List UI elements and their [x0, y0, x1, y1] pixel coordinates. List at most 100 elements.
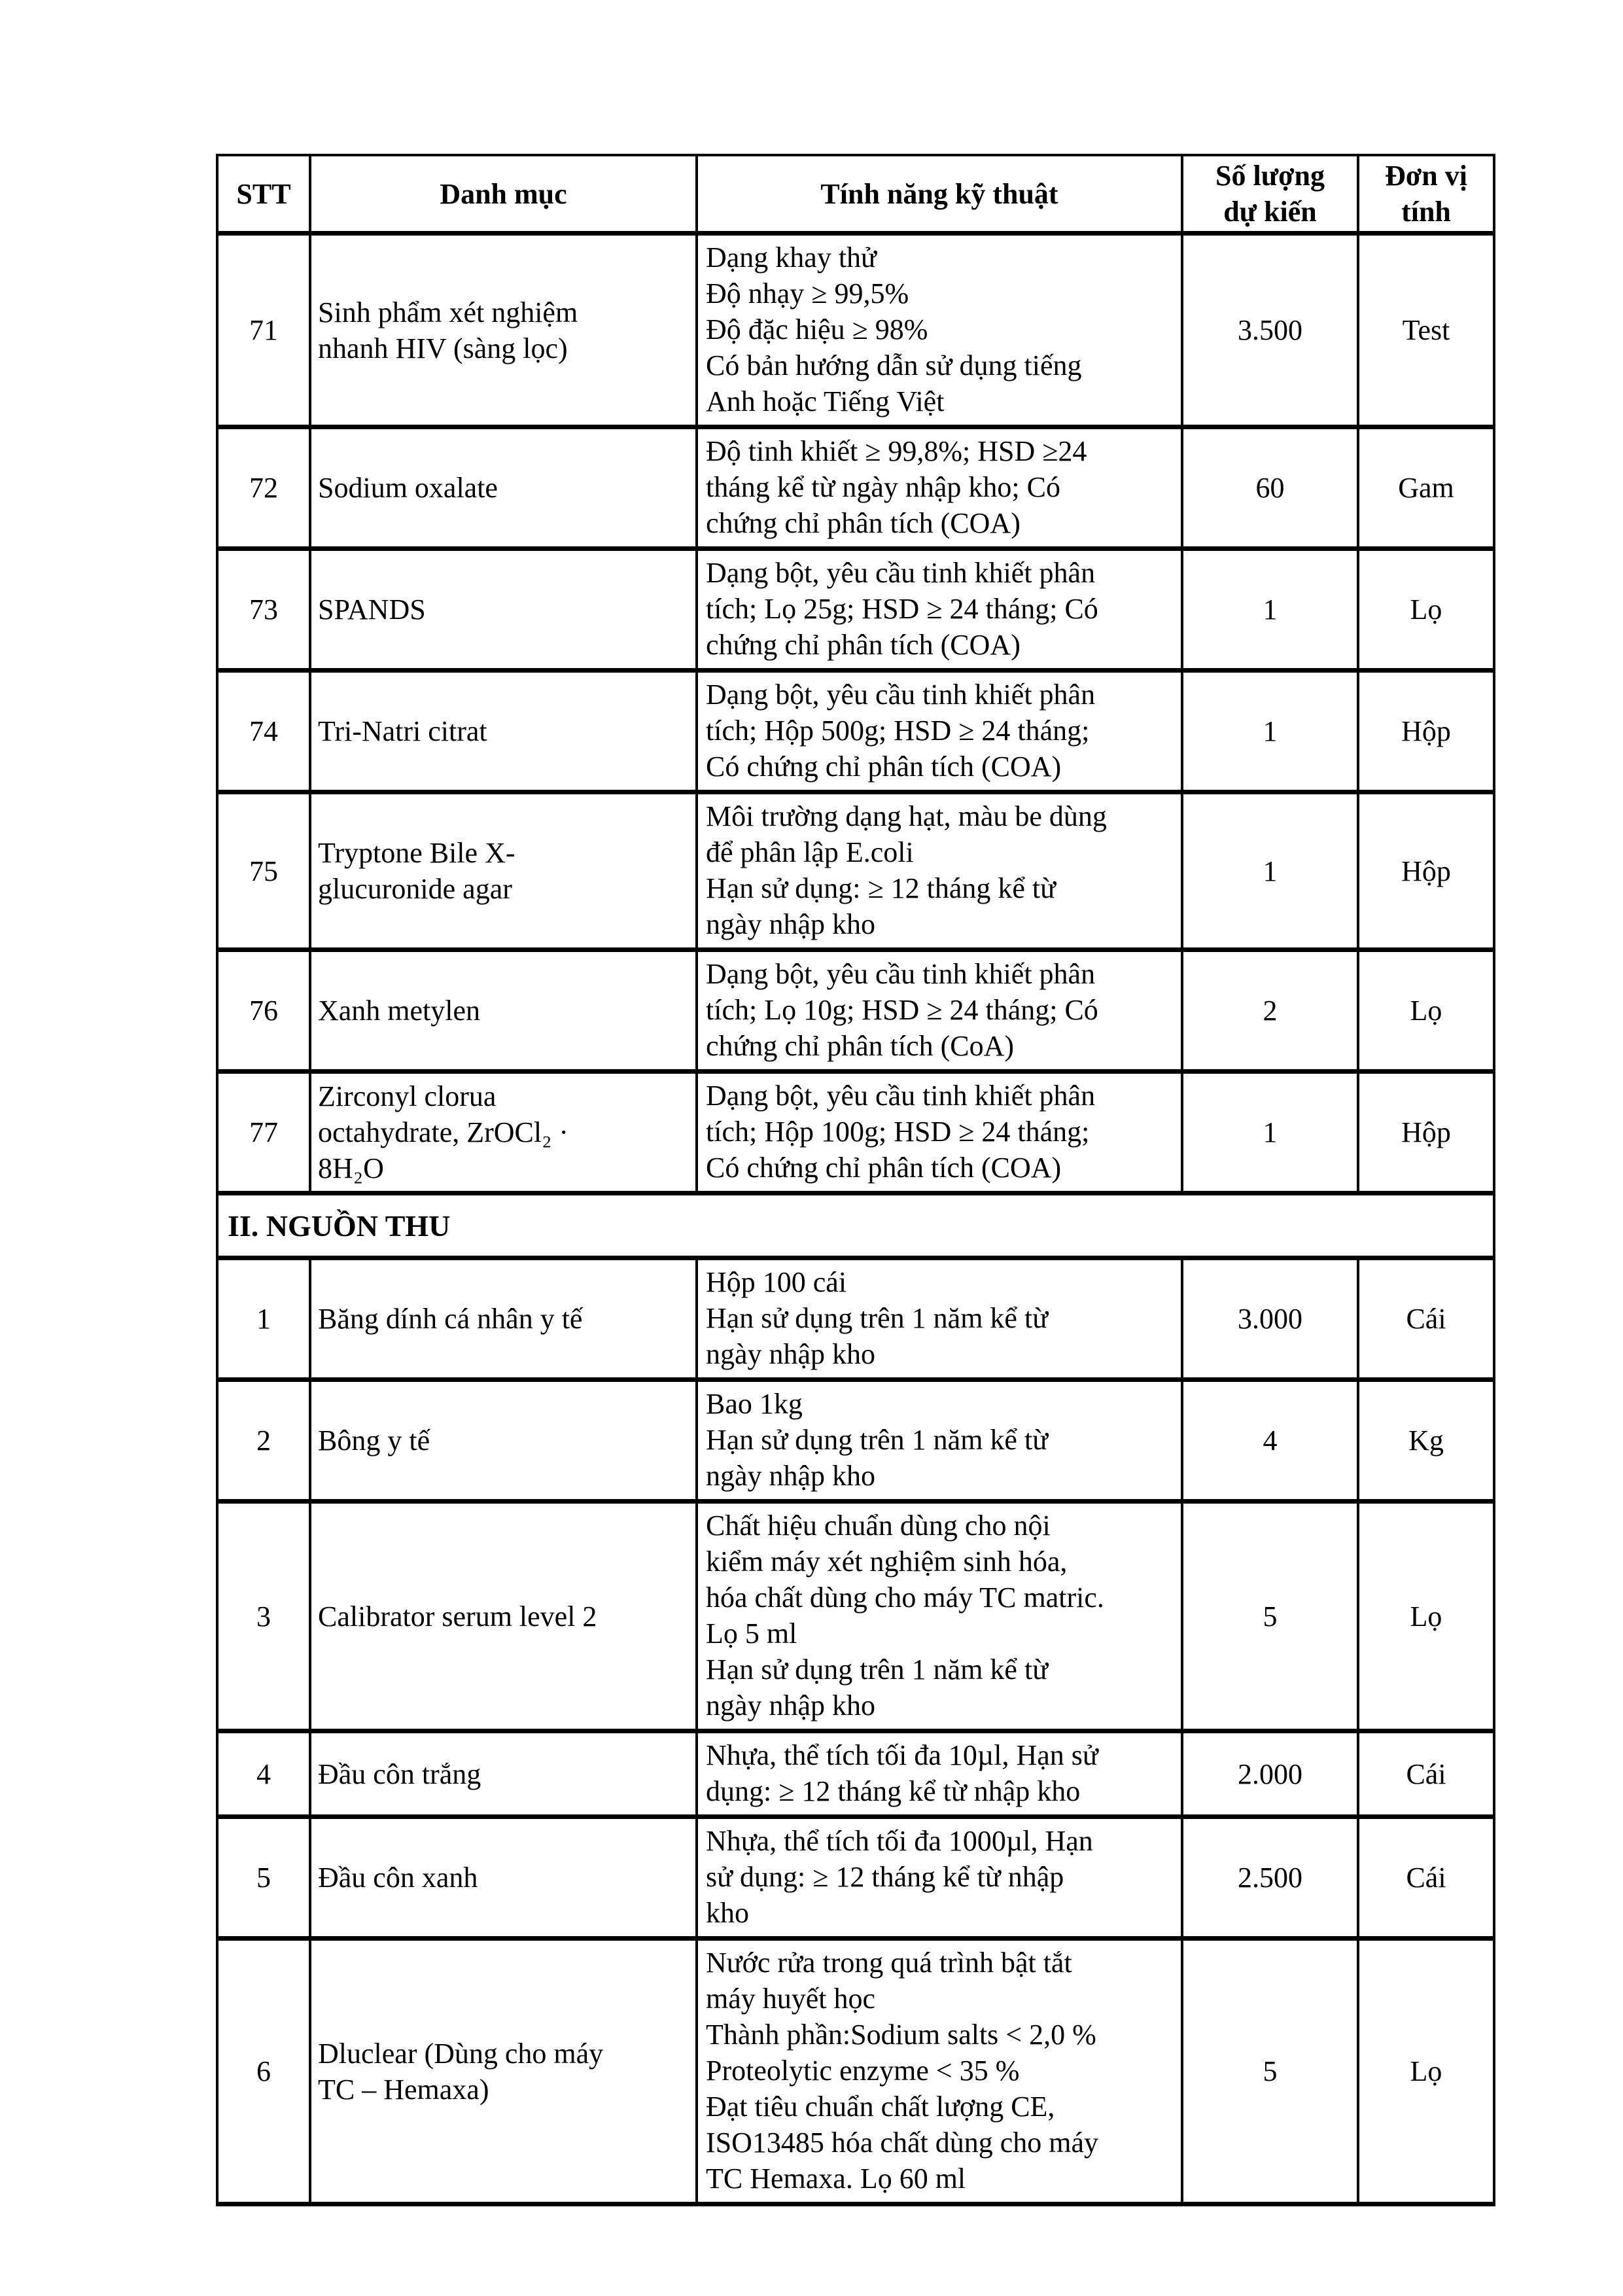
cell-tinh-nang: Dạng bột, yêu cầu tinh khiết phân tích; H… [695, 1069, 1183, 1195]
cell-don-vi: Hộp [1357, 790, 1495, 952]
danh-muc-line: TC – Hemaxa) [318, 2073, 489, 2106]
table-row: 72 Sodium oxalate Độ tinh khiết ≥ 99,8%; H… [216, 425, 1495, 551]
tinh-nang-line: Nhựa, thể tích tối đa 1000µl, Hạn [706, 1825, 1093, 1857]
cell-so-luong: 2.000 [1181, 1729, 1359, 1819]
cell-danh-muc: Sodium oxalate [309, 425, 698, 551]
table-row: 6 Dluclear (Dùng cho máy TC – Hemaxa) Nước … [216, 1936, 1495, 2206]
cell-danh-muc: Sinh phẩm xét nghiệm nhanh HIV (sàng lọc) [309, 231, 698, 429]
cell-so-luong: 1 [1181, 790, 1359, 952]
table-row: 76 Xanh metylen Dạng bột, yêu cầu tinh khi… [216, 947, 1495, 1074]
tinh-nang-line: ngày nhập kho [706, 1338, 876, 1370]
cell-stt: 71 [216, 231, 311, 429]
tinh-nang-line: Thành phần:Sodium salts < 2,0 % [706, 2019, 1096, 2051]
cell-so-luong: 5 [1181, 1499, 1359, 1733]
cell-so-luong: 5 [1181, 1936, 1359, 2206]
tinh-nang-line: Chất hiệu chuẩn dùng cho nội [706, 1510, 1051, 1542]
column-header-line: STT [236, 177, 291, 210]
cell-stt: 75 [216, 790, 311, 952]
cell-tinh-nang: Dạng bột, yêu cầu tinh khiết phân tích; L… [695, 546, 1183, 673]
cell-so-luong: 1 [1181, 546, 1359, 673]
tinh-nang-line: ngày nhập kho [706, 908, 876, 940]
cell-don-vi: Cái [1357, 1256, 1495, 1382]
tinh-nang-line: Hộp 100 cái [706, 1266, 847, 1298]
tinh-nang-line: Proteolytic enzyme < 35 % [706, 2055, 1020, 2087]
danh-muc-line: Tri-Natri citrat [318, 715, 487, 747]
cell-danh-muc: Dluclear (Dùng cho máy TC – Hemaxa) [309, 1936, 698, 2206]
cell-so-luong: 3.500 [1181, 231, 1359, 429]
cell-so-luong: 1 [1181, 668, 1359, 794]
cell-danh-muc: Tri-Natri citrat [309, 668, 698, 794]
column-header-line: Tính năng kỹ thuật [820, 177, 1058, 210]
cell-tinh-nang: Dạng khay thử Độ nhạy ≥ 99,5% Độ đặc hiệu … [695, 231, 1183, 429]
cell-so-luong: 2.500 [1181, 1814, 1359, 1941]
tinh-nang-line: Hạn sử dụng trên 1 năm kể từ [706, 1653, 1049, 1686]
tinh-nang-line: chứng chỉ phân tích (COA) [706, 507, 1021, 539]
tinh-nang-line: Bao 1kg [706, 1388, 803, 1420]
table-row: 73 SPANDS Dạng bột, yêu cầu tinh khiết phâ… [216, 546, 1495, 673]
danh-muc-line: Zirconyl clorua [318, 1080, 497, 1112]
danh-muc-line: Xanh metylen [318, 995, 481, 1027]
tinh-nang-line: máy huyết học [706, 1983, 876, 2015]
cell-stt: 5 [216, 1814, 311, 1941]
cell-danh-muc: Zirconyl clorua octahydrate, ZrOCl₂ · 8H₂O [309, 1069, 698, 1195]
table-row: 1 Băng dính cá nhân y tế Hộp 100 cái Hạn sử… [216, 1256, 1495, 1382]
cell-tinh-nang: Nước rửa trong quá trình bật tắt máy huyế… [695, 1936, 1183, 2206]
table-body: 71 Sinh phẩm xét nghiệm nhanh HIV (sàng lọ… [216, 231, 1495, 2206]
column-header-line: dự kiến [1223, 196, 1317, 228]
tinh-nang-line: dụng: ≥ 12 tháng kể từ nhập kho [706, 1775, 1081, 1807]
tinh-nang-line: Có chứng chỉ phân tích (COA) [706, 1152, 1062, 1184]
danh-muc-line: octahydrate, ZrOCl₂ · [318, 1116, 569, 1148]
danh-muc-line: Tryptone Bile X- [318, 837, 515, 869]
tinh-nang-line: tích; Hộp 500g; HSD ≥ 24 tháng; [706, 715, 1090, 747]
danh-muc-line: Bông y tế [318, 1424, 430, 1457]
cell-don-vi: Kg [1357, 1377, 1495, 1504]
tinh-nang-line: chứng chỉ phân tích (COA) [706, 629, 1021, 661]
cell-danh-muc: Tryptone Bile X-glucuronide agar [309, 790, 698, 952]
danh-muc-line: glucuronide agar [318, 873, 512, 905]
cell-so-luong: 1 [1181, 1069, 1359, 1195]
tinh-nang-line: Dạng bột, yêu cầu tinh khiết phân [706, 958, 1096, 990]
tinh-nang-line: Môi trường dạng hạt, màu be dùng [706, 800, 1107, 832]
column-header-line: tính [1401, 196, 1451, 228]
tinh-nang-line: tháng kể từ ngày nhập kho; Có [706, 471, 1060, 503]
danh-muc-line: Băng dính cá nhân y tế [318, 1303, 583, 1335]
cell-tinh-nang: Bao 1kg Hạn sử dụng trên 1 năm kể từ ngày … [695, 1377, 1183, 1504]
cell-tinh-nang: Dạng bột, yêu cầu tinh khiết phân tích; H… [695, 668, 1183, 794]
cell-stt: 76 [216, 947, 311, 1074]
table-row: 2 Bông y tế Bao 1kg Hạn sử dụng trên 1 năm … [216, 1377, 1495, 1504]
table-row: 77 Zirconyl clorua octahydrate, ZrOCl₂ · 8H… [216, 1069, 1495, 1195]
tinh-nang-line: Lọ 5 ml [706, 1617, 797, 1650]
tinh-nang-line: Độ đặc hiệu ≥ 98% [706, 313, 928, 345]
cell-don-vi: Cái [1357, 1814, 1495, 1941]
table-row: 4 Đầu côn trắng Nhựa, thể tích tối đa 10µl… [216, 1729, 1495, 1819]
cell-don-vi: Lọ [1357, 546, 1495, 673]
tinh-nang-line: Nhựa, thể tích tối đa 10µl, Hạn sử [706, 1739, 1098, 1771]
tinh-nang-line: Hạn sử dụng: ≥ 12 tháng kể từ [706, 872, 1056, 904]
cell-don-vi: Test [1357, 231, 1495, 429]
danh-muc-line: nhanh HIV (sàng lọc) [318, 332, 568, 364]
cell-danh-muc: Bông y tế [309, 1377, 698, 1504]
table-row: 75 Tryptone Bile X-glucuronide agar Môi tr… [216, 790, 1495, 952]
tinh-nang-line: hóa chất dùng cho máy TC matric. [706, 1581, 1104, 1614]
tinh-nang-line: Nước rửa trong quá trình bật tắt [706, 1947, 1072, 1979]
tinh-nang-line: Đạt tiêu chuẩn chất lượng CE, [706, 2091, 1055, 2123]
cell-stt: 77 [216, 1069, 311, 1195]
cell-danh-muc: Đầu côn trắng [309, 1729, 698, 1819]
section-row: II. NGUỒN THU [216, 1191, 1495, 1260]
table-row: 5 Đầu côn xanh Nhựa, thể tích tối đa 1000µ… [216, 1814, 1495, 1941]
cell-stt: 4 [216, 1729, 311, 1819]
cell-danh-muc: Xanh metylen [309, 947, 698, 1074]
cell-tinh-nang: Nhựa, thể tích tối đa 1000µl, Hạn sử dụng… [695, 1814, 1183, 1941]
cell-tinh-nang: Hộp 100 cái Hạn sử dụng trên 1 năm kể từ n… [695, 1256, 1183, 1382]
tinh-nang-line: Dạng khay thử [706, 241, 877, 274]
tinh-nang-line: để phân lập E.coli [706, 836, 914, 868]
danh-muc-line: SPANDS [318, 593, 426, 626]
cell-don-vi: Hộp [1357, 1069, 1495, 1195]
cell-danh-muc: Băng dính cá nhân y tế [309, 1256, 698, 1382]
column-header-don-vi: Đơn vị tính [1357, 154, 1495, 236]
cell-stt: 1 [216, 1256, 311, 1382]
cell-so-luong: 2 [1181, 947, 1359, 1074]
tinh-nang-line: Có chứng chỉ phân tích (COA) [706, 751, 1062, 783]
tinh-nang-line: Dạng bột, yêu cầu tinh khiết phân [706, 557, 1096, 589]
tinh-nang-line: TC Hemaxa. Lọ 60 ml [706, 2163, 966, 2195]
